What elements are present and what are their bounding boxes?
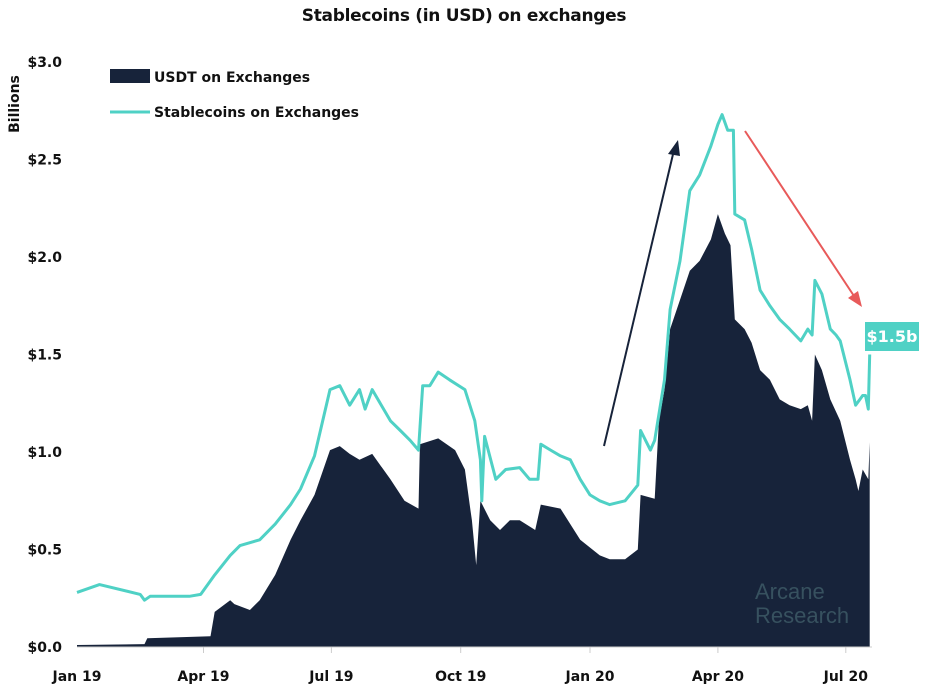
y-tick-label: $3.0 xyxy=(27,55,62,71)
y-tick-label: $2.0 xyxy=(27,250,62,266)
x-tick-label: Apr 19 xyxy=(177,669,229,685)
y-tick-label: $0.0 xyxy=(27,640,62,656)
series-area-usdt xyxy=(77,214,870,647)
x-tick-label: Jul 20 xyxy=(823,669,869,685)
y-tick-label: $1.5 xyxy=(27,348,62,364)
down-trend-arrow xyxy=(744,130,862,307)
y-tick-label: $0.5 xyxy=(27,543,62,559)
legend-label-usdt: USDT on Exchanges xyxy=(154,70,310,86)
latest-value-label: $1.5b xyxy=(865,322,919,351)
watermark-line1: Arcane xyxy=(755,579,825,604)
x-tick-label: Apr 20 xyxy=(692,669,744,685)
y-tick-label: $2.5 xyxy=(27,153,62,169)
x-tick-label: Oct 19 xyxy=(435,669,486,685)
series-line-stablecoins xyxy=(76,113,872,602)
x-tick-label: Jul 19 xyxy=(308,669,353,685)
x-tick-label: Jan 19 xyxy=(52,669,102,685)
watermark-line2: Research xyxy=(755,603,850,628)
up-trend-arrow xyxy=(603,140,680,447)
chart-title: Stablecoins (in USD) on exchanges xyxy=(301,6,627,26)
watermark-text: Arcane Research xyxy=(755,580,849,628)
legend-swatch-usdt xyxy=(110,69,150,83)
x-tick-label: Jan 20 xyxy=(565,669,615,685)
y-tick-label: $1.0 xyxy=(27,445,62,461)
legend-label-stablecoins: Stablecoins on Exchanges xyxy=(154,105,359,121)
legend: USDT on Exchanges Stablecoins on Exchang… xyxy=(110,69,359,121)
